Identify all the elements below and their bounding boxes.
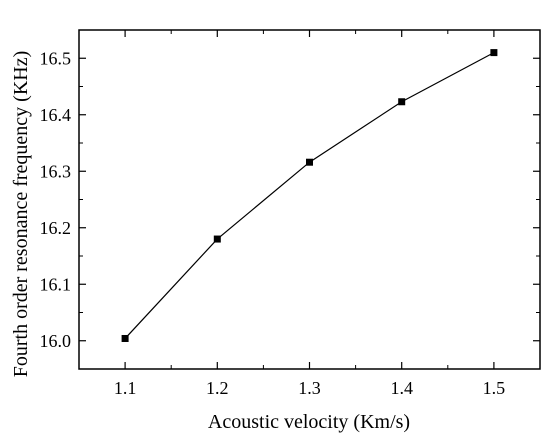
y-tick-label: 16.1 <box>40 274 72 294</box>
data-point <box>121 334 129 342</box>
y-axis-label: Fourth order resonance frequency (KHz) <box>10 51 32 378</box>
x-tick-label: 1.1 <box>114 378 137 398</box>
series-line <box>124 52 495 339</box>
data-point <box>490 49 498 57</box>
y-tick-label: 16.3 <box>40 161 72 181</box>
x-axis-label: Acoustic velocity (Km/s) <box>208 411 410 433</box>
x-tick-label: 1.3 <box>298 378 321 398</box>
data-point <box>306 158 313 166</box>
y-tick-label: 16.5 <box>40 48 72 68</box>
series <box>121 49 498 342</box>
x-tick-label: 1.2 <box>206 378 229 398</box>
data-point <box>398 98 406 106</box>
tick-marks <box>79 30 540 369</box>
plot-frame <box>78 29 541 370</box>
tick-labels: 1.1 1.2 1.3 1.4 1.5 16.0 16.1 16.2 16.3 16.4 16.5 <box>40 48 506 398</box>
y-tick-label: 16.0 <box>40 331 72 351</box>
y-tick-label: 16.4 <box>40 105 72 125</box>
data-point <box>213 235 221 243</box>
y-tick-label: 16.2 <box>40 218 72 238</box>
x-tick-label: 1.5 <box>483 378 506 398</box>
x-tick-label: 1.4 <box>390 378 413 398</box>
